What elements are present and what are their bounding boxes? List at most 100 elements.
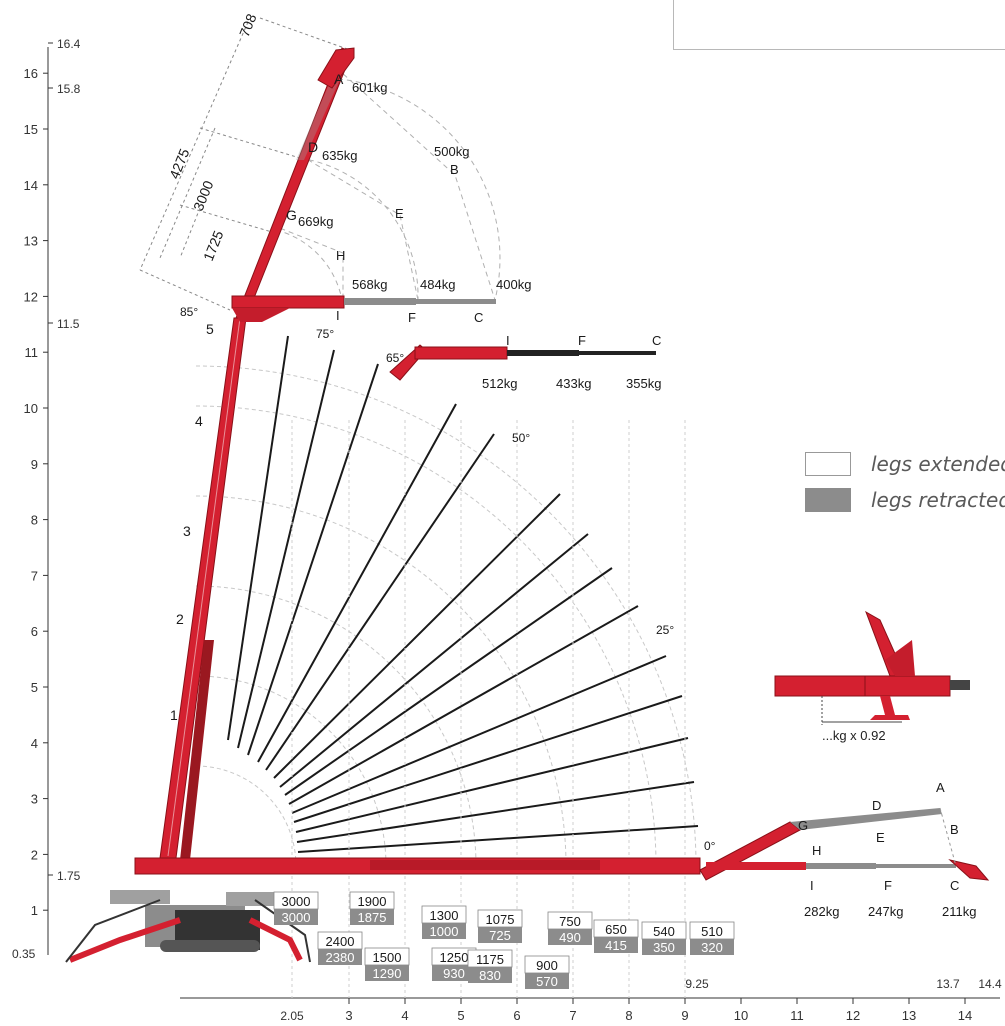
angle-ray (257, 403, 457, 763)
radius-arc (195, 405, 657, 867)
x-tick-label: 4 (401, 1008, 408, 1023)
x-tick-label: 12 (846, 1008, 860, 1023)
y-tick-label: 7 (31, 568, 38, 583)
y-special-label: 15.8 (57, 82, 81, 96)
ground-letter: D (872, 798, 881, 813)
capacity-retracted: 1000 (430, 924, 459, 939)
capacity-retracted: 2380 (326, 950, 355, 965)
x-special-label: 2.05 (280, 1009, 304, 1023)
ground-letter: G (798, 818, 808, 833)
capacity-extended: 1900 (358, 894, 387, 909)
top-arcs (271, 61, 501, 301)
load-a: 601kg (352, 80, 387, 95)
angle-ray (284, 567, 613, 796)
point-letter-f: F (408, 310, 416, 325)
ground-letter: B (950, 822, 959, 837)
ground-load: 282kg (804, 904, 839, 919)
y-special-label: 0.35 (12, 947, 36, 961)
capacity-retracted: 1875 (358, 910, 387, 925)
ground-load: 211kg (942, 904, 976, 919)
capacity-extended: 1500 (373, 950, 402, 965)
section-number: 2 (176, 611, 184, 627)
angle-ray (279, 533, 589, 788)
corner-frame (673, 0, 1005, 50)
point-letter-e: E (395, 206, 404, 221)
y-tick-label: 16 (24, 66, 38, 81)
angle-label: 50° (512, 431, 530, 445)
dimension-label: 708 (236, 11, 260, 39)
x-axis-ticks: 3 4 5 6 7 8 9 10 11 12 13 14 2.05 9.25 13.7 14.4 (280, 977, 1002, 1023)
point-letter-i: I (336, 308, 340, 323)
capacity-extended: 750 (559, 914, 581, 929)
load-i: 568kg (352, 277, 387, 292)
angle-label: 85° (180, 305, 198, 319)
dimension-label: 1725 (200, 228, 227, 263)
x-tick-label: 5 (457, 1008, 464, 1023)
capacity-extended: 650 (605, 922, 627, 937)
dimension-label: 3000 (190, 178, 217, 213)
boom65-letter: I (506, 333, 510, 348)
y-special-label: 16.4 (57, 37, 81, 51)
ground-letter: H (812, 843, 821, 858)
y-tick-label: 11 (25, 345, 39, 360)
capacity-retracted: 930 (443, 966, 465, 981)
capacity-extended: 1075 (486, 912, 515, 927)
angle-ray (296, 781, 695, 843)
x-tick-label: 8 (625, 1008, 632, 1023)
point-letter-c: C (474, 310, 483, 325)
capacity-extended: 1250 (440, 950, 469, 965)
boom65-load: 433kg (556, 376, 591, 391)
y-tick-label: 4 (31, 736, 38, 751)
x-special-label: 14.4 (978, 977, 1002, 991)
angle-ray (237, 349, 335, 749)
angle-ray (227, 335, 289, 741)
x-tick-label: 11 (790, 1008, 804, 1023)
ground-letter: I (810, 878, 814, 893)
capacity-extended: 900 (536, 958, 558, 973)
angle-ray (297, 825, 699, 853)
angle-label: 25° (656, 623, 674, 637)
x-special-label: 13.7 (936, 977, 960, 991)
y-axis-ticks: 1234567891011121314151616.415.811.51.750… (12, 37, 81, 961)
y-special-label: 1.75 (57, 869, 81, 883)
y-special-label: 11.5 (57, 317, 80, 331)
capacity-retracted: 570 (536, 974, 558, 989)
inset-crane-illustration: ...kg x 0.92 (774, 610, 970, 743)
legend-retracted: legs retracted (805, 488, 1005, 512)
x-special-label: 9.25 (685, 977, 709, 991)
section-number: 5 (206, 321, 214, 337)
radius-arc (195, 585, 477, 867)
y-tick-label: 3 (31, 792, 38, 807)
radius-arc (195, 365, 697, 867)
legend-swatch-extended (805, 452, 851, 476)
angle-ray (288, 605, 639, 805)
ground-letter: A (936, 780, 945, 795)
radius-arc (195, 675, 387, 867)
angle-ray (295, 737, 689, 833)
boom65-load: 355kg (626, 376, 661, 391)
boom65-letter: C (652, 333, 661, 348)
vertical-guides (291, 420, 686, 998)
y-tick-label: 10 (24, 401, 38, 416)
angle-label: 0° (704, 839, 716, 853)
y-tick-label: 9 (31, 457, 38, 472)
point-letter-a: A (334, 71, 344, 87)
ground-load: 247kg (868, 904, 903, 919)
point-letter-b: B (450, 162, 459, 177)
y-tick-label: 8 (31, 513, 38, 528)
y-tick-label: 2 (31, 847, 38, 862)
boom65-letter: F (578, 333, 586, 348)
legend-label-retracted: legs retracted (871, 488, 1005, 512)
x-tick-label: 14 (958, 1008, 972, 1023)
load-d: 635kg (322, 148, 357, 163)
capacity-retracted: 1290 (373, 966, 402, 981)
load-b: 500kg (434, 144, 469, 159)
angle-rays (227, 335, 699, 853)
main-mast (159, 317, 247, 860)
